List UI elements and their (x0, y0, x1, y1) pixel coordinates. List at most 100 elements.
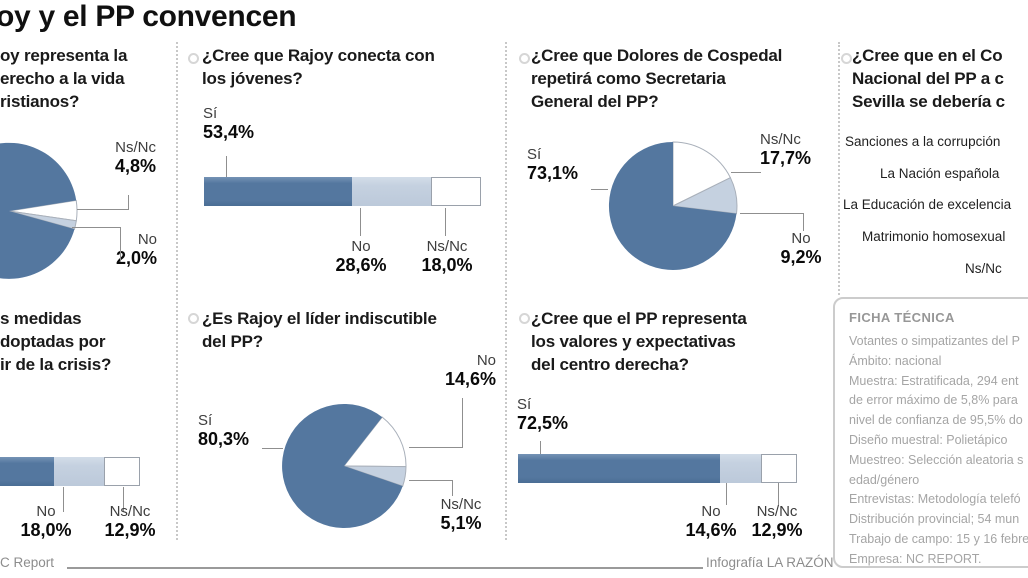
question-line: los valores y expectativas (531, 332, 736, 351)
bar-segment-white (431, 177, 481, 206)
column-separator (505, 42, 507, 540)
source-credit: C Report (0, 555, 55, 570)
slice-label-si: Sí 73,1% (527, 146, 578, 184)
question-bullet-icon (188, 53, 199, 64)
bar-segment-white (760, 454, 797, 483)
question-q6: ¿Es Rajoy el líder indiscutible del PP? (202, 307, 437, 353)
ficha-line: edad/género (849, 472, 920, 487)
label-value: 14,6% (444, 369, 496, 389)
label-name: Sí (203, 105, 218, 122)
label-name: Ns/Nc (109, 503, 151, 520)
leader-line (452, 480, 453, 496)
label-name: Sí (517, 396, 532, 413)
leader-line (591, 189, 608, 190)
slice-label-si: Sí 80,3% (198, 412, 249, 450)
label-value: 12,9% (751, 520, 803, 540)
bar-segment-dark (204, 177, 352, 206)
slice-label-no: No 2,0% (99, 231, 157, 269)
question-line: Sevilla se debería c (852, 92, 1005, 111)
answer-option: La Educación de excelencia (843, 197, 1012, 212)
question-line: repetirá como Secretaria (531, 69, 726, 88)
ficha-line: Empresa: NC REPORT. (849, 551, 982, 566)
question-bullet-icon (188, 313, 199, 324)
answer-option: Matrimonio homosexual (862, 229, 1006, 244)
leader-line (409, 447, 463, 448)
answer-option: Ns/Nc (965, 261, 1002, 276)
label-value: 4,8% (114, 156, 156, 176)
pie-chart-q6 (281, 403, 407, 529)
question-line: ¿Cree que el PP representa (531, 309, 747, 328)
label-value: 73,1% (527, 163, 579, 183)
bar-segment-dark (0, 457, 55, 486)
label-value: 72,5% (517, 413, 569, 433)
leader-line (360, 208, 361, 236)
slice-label-nsnc: Ns/Nc 18,0% (412, 238, 482, 276)
leader-line (731, 172, 761, 173)
slice-label-no: No 28,6% (328, 238, 394, 276)
label-name: Ns/Nc (426, 238, 468, 255)
bar-segment-light (351, 177, 432, 206)
leader-line (63, 487, 64, 512)
ficha-line: de error máximo de 5,8% para (849, 393, 1018, 408)
ficha-line: Ámbito: nacional (849, 353, 942, 368)
question-line: ¿Cree que Rajoy conecta con (202, 46, 435, 65)
question-bullet-icon (841, 53, 852, 64)
leader-line (409, 480, 453, 481)
leader-line (540, 441, 541, 454)
ficha-body: Votantes o simpatizantes del P Ámbito: n… (849, 332, 1028, 570)
answer-option: Sanciones a la corrupción (845, 134, 1001, 149)
label-name: No (476, 352, 496, 369)
leader-line (462, 398, 463, 448)
ficha-line: Distribución provincial; 54 mun (849, 512, 1020, 527)
question-line: del centro derecha? (531, 355, 689, 374)
leader-line (120, 227, 121, 262)
label-value: 28,6% (335, 255, 387, 275)
bar-segment-dark (518, 454, 721, 483)
leader-line (740, 213, 803, 214)
slice-label-nsnc: Ns/Nc 17,7% (760, 131, 811, 169)
slice-label-no: No 14,6% (428, 352, 496, 390)
bar-chart-q7 (518, 454, 797, 483)
label-value: 5,1% (440, 513, 482, 533)
slice-label-si: Sí 53,4% (203, 105, 254, 143)
ficha-line: Trabajo de campo: 15 y 16 febre (849, 531, 1028, 546)
question-line: ir de la crisis? (0, 355, 112, 374)
label-name: Ns/Nc (440, 496, 482, 513)
label-name: Ns/Nc (756, 503, 798, 520)
slice-label-nsnc: Ns/Nc 12,9% (742, 503, 812, 541)
leader-line (123, 487, 124, 512)
ficha-line: nivel de confianza de 95,5% do (849, 413, 1023, 428)
question-line: erecho a la vida (0, 69, 125, 88)
label-name: Ns/Nc (115, 139, 156, 156)
question-line: Nacional del PP a c (852, 69, 1004, 88)
label-value: 9,2% (780, 247, 822, 267)
label-value: 18,0% (20, 520, 72, 540)
question-q2: ¿Cree que Rajoy conecta con los jóvenes? (202, 44, 435, 90)
slice-label-nsnc: Ns/Nc 4,8% (98, 139, 156, 177)
label-value: 12,9% (104, 520, 156, 540)
ficha-line: Diseño muestral: Polietápico (849, 432, 1008, 447)
leader-line (226, 156, 227, 177)
ficha-line: Entrevistas: Metodología telefó (849, 492, 1021, 507)
ficha-line: Muestra: Estratificada, 294 ent (849, 373, 1019, 388)
answer-option: La Nación española (880, 166, 1000, 181)
slice-label-si: Sí 72,5% (517, 396, 568, 434)
page-title: oy y el PP convencen (0, 0, 297, 33)
ficha-line: Votantes o simpatizantes del P (849, 334, 1020, 348)
label-name: No (137, 231, 157, 248)
bar-segment-light (720, 454, 761, 483)
question-line: General del PP? (531, 92, 659, 111)
label-name: No (701, 503, 721, 520)
slice-label-nsnc: Ns/Nc 5,1% (432, 496, 490, 534)
question-line: oy representa la (0, 46, 128, 65)
bar-segment-light (54, 457, 105, 486)
column-separator (838, 42, 840, 295)
leader-line (77, 209, 128, 210)
question-line: del PP? (202, 332, 263, 351)
label-value: 18,0% (421, 255, 473, 275)
label-name: Sí (198, 412, 213, 429)
label-name: Sí (527, 146, 542, 163)
question-q5: s medidas doptadas por ir de la crisis? (0, 307, 111, 376)
leader-line (445, 208, 446, 236)
